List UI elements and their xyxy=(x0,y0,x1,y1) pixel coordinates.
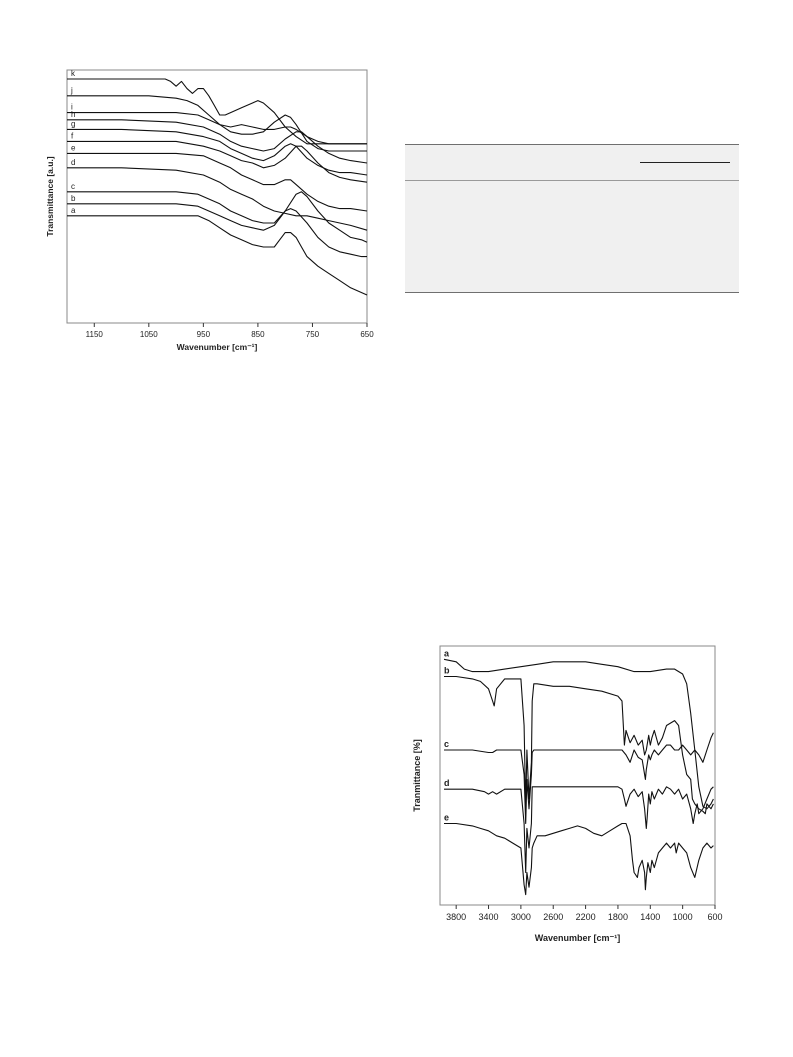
series-line-f xyxy=(67,140,368,183)
series-line-k xyxy=(67,78,367,145)
x-tick-label: 950 xyxy=(197,330,211,339)
series-line-b xyxy=(67,203,367,258)
plot-frame xyxy=(66,69,368,324)
x-tick-label: 1150 xyxy=(86,330,104,339)
x-tick-label: 650 xyxy=(360,330,374,339)
y-axis-label: Tranmittance [%] xyxy=(412,739,422,812)
x-tick-label: 1800 xyxy=(608,912,628,922)
series-label-c: c xyxy=(444,739,449,749)
series-line-i xyxy=(67,112,367,152)
series-label-g: g xyxy=(71,119,75,128)
series-line-c xyxy=(444,732,714,825)
series-line-j xyxy=(67,95,367,145)
series-line-c xyxy=(67,191,368,243)
x-tick-label: 850 xyxy=(251,330,265,339)
series-line-d xyxy=(444,786,714,874)
x-tick-label: 3400 xyxy=(479,912,499,922)
series-label-e: e xyxy=(71,143,76,152)
series-line-h xyxy=(67,119,368,164)
series-line-a xyxy=(67,215,368,296)
x-tick-label: 1050 xyxy=(140,330,158,339)
series-label-k: k xyxy=(71,69,76,78)
table-header-rule xyxy=(640,162,730,163)
plot-frame xyxy=(439,645,716,906)
x-tick-label: 750 xyxy=(306,330,320,339)
x-axis-label: Wavenumber [cm⁻¹] xyxy=(177,342,258,352)
y-axis-label: Transmittance [a.u.] xyxy=(45,156,55,236)
series-line-a xyxy=(443,658,714,810)
series-label-f: f xyxy=(71,131,74,140)
series-label-b: b xyxy=(444,666,450,676)
series-label-e: e xyxy=(444,813,449,823)
x-tick-label: 1400 xyxy=(640,912,660,922)
series-label-j: j xyxy=(70,86,73,95)
x-tick-label: 2200 xyxy=(576,912,596,922)
table xyxy=(405,144,739,293)
x-tick-label: 600 xyxy=(707,912,722,922)
series-line-e xyxy=(444,822,714,896)
series-label-b: b xyxy=(71,194,76,203)
series-line-b xyxy=(444,675,714,815)
series-label-a: a xyxy=(71,206,76,215)
x-tick-label: 3000 xyxy=(511,912,531,922)
series-label-a: a xyxy=(444,648,450,658)
table-header-separator xyxy=(405,180,739,181)
x-axis-label: Wavenumber [cm⁻¹] xyxy=(535,933,620,943)
series-label-d: d xyxy=(71,158,75,167)
series-line-g xyxy=(67,128,368,176)
ir-chart-low-range: 1150 1050 950 850 750 650 Wavenumber [cm⁻¹] Tra… xyxy=(45,69,374,352)
x-tick-label: 2600 xyxy=(543,912,563,922)
series-line-d xyxy=(67,167,368,231)
ir-chart-full-range: 3800 3400 3000 2600 2200 1800 1400 1000 600 Waven… xyxy=(412,645,723,943)
x-tick-label: 3800 xyxy=(446,912,466,922)
x-tick-label: 1000 xyxy=(673,912,693,922)
series-label-h: h xyxy=(71,110,75,119)
series-line-e xyxy=(67,152,368,212)
series-label-i: i xyxy=(71,103,73,112)
series-label-c: c xyxy=(71,182,75,191)
series-label-d: d xyxy=(444,778,450,788)
